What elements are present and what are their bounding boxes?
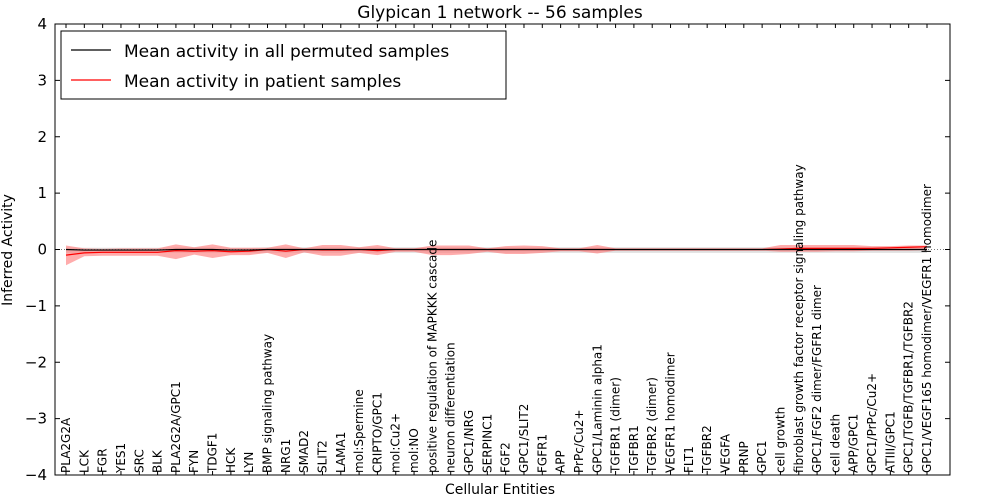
x-tick-label: neuron differentiation [444, 342, 458, 473]
y-tick-label: −1 [25, 297, 47, 315]
y-tick-label: −3 [25, 410, 47, 428]
series-lines [65, 246, 928, 256]
x-tick-label: PRNP [737, 441, 751, 473]
legend-label-patient: Mean activity in patient samples [124, 72, 401, 92]
x-tick-label: TGFBR2 (dimer) [645, 377, 659, 474]
x-tick-label: YES1 [114, 443, 128, 474]
x-axis-ticks: PLA2G2A LCK FGR YES1 SRC BLK PLA2G2A/GPC1 FYN TD… [59, 24, 934, 475]
x-tick-label: SERPINC1 [480, 414, 494, 473]
x-tick-label: GPC1/VEGF165 homodimer/VEGFR1 homodimer [920, 184, 934, 473]
x-tick-label: GPC1 [755, 440, 769, 473]
chart-title: Glypican 1 network -- 56 samples [357, 3, 643, 23]
x-tick-label: SRC [132, 449, 146, 473]
y-axis-ticks: −4 −3 −2 −1 0 1 2 3 4 [25, 15, 950, 484]
x-tick-label: CRIPTO/GPC1 [370, 392, 384, 473]
x-tick-label: mol:Spermine [352, 389, 366, 473]
x-tick-label: PrPc/Cu2+ [572, 409, 586, 473]
y-tick-label: 3 [37, 71, 47, 89]
legend: Mean activity in all permuted samples Me… [60, 30, 507, 100]
y-tick-label: 2 [37, 128, 47, 146]
x-tick-label: HCK [224, 447, 238, 473]
x-tick-label: LCK [77, 449, 91, 473]
x-tick-label: TGFBR2 [700, 425, 714, 474]
x-tick-label: VEGFA [718, 433, 732, 473]
x-tick-label: VEGFR1 homodimer [664, 352, 678, 473]
x-axis-label: Cellular Entities [445, 482, 555, 498]
x-tick-label: FGR [96, 448, 110, 473]
y-tick-label: 1 [37, 184, 47, 202]
x-tick-label: GPC1/FGF2 dimer/FGFR1 dimer [810, 285, 824, 473]
y-tick-label: −2 [25, 353, 47, 371]
x-tick-label: SMAD2 [297, 430, 311, 473]
x-tick-label: cell death [828, 414, 842, 473]
x-tick-label: SLIT2 [315, 440, 329, 473]
x-tick-label: GPC1/TGFB/TGFBR1/TGFBR2 [902, 301, 916, 473]
line-permuted [65, 248, 927, 251]
x-tick-label: positive regulation of MAPKKK cascade [425, 240, 439, 473]
x-tick-label: TGFBR1 [627, 425, 641, 474]
x-tick-label: FLT1 [682, 446, 696, 473]
y-tick-label: 4 [37, 15, 47, 33]
x-tick-label: GPC1/PrPc/Cu2+ [865, 373, 879, 473]
x-tick-label: mol:NO [407, 428, 421, 473]
x-tick-label: cell growth [773, 407, 787, 473]
x-tick-label: GPC1/NRG [462, 410, 476, 473]
x-tick-label: ATIII/GPC1 [883, 411, 897, 473]
x-tick-label: GPC1/Laminin alpha1 [590, 344, 604, 473]
x-tick-label: LAMA1 [334, 432, 348, 473]
x-tick-label: TDGF1 [206, 433, 220, 474]
x-tick-label: LYN [242, 452, 256, 473]
x-tick-label: TGFBR1 (dimer) [609, 377, 623, 474]
x-tick-label: PLA2G2A/GPC1 [169, 381, 183, 473]
x-tick-label: FYN [187, 450, 201, 473]
x-tick-label: GPC1/SLIT2 [517, 404, 531, 473]
y-axis-label: Inferred Activity [0, 194, 16, 306]
x-tick-label: BMP signaling pathway [261, 334, 275, 473]
x-tick-label: PLA2G2A [59, 417, 73, 473]
x-tick-label: APP [554, 450, 568, 473]
x-tick-label: FGF2 [499, 442, 513, 473]
legend-box [60, 30, 507, 100]
x-tick-label: fibroblast growth factor receptor signal… [792, 164, 806, 473]
x-tick-label: FGFR1 [535, 434, 549, 473]
x-tick-label: mol:Cu2+ [389, 413, 403, 473]
y-tick-label: 0 [37, 241, 47, 259]
x-tick-label: APP/GPC1 [847, 414, 861, 473]
legend-label-permuted: Mean activity in all permuted samples [124, 42, 449, 62]
y-tick-label: −4 [25, 466, 47, 484]
x-tick-label: BLK [151, 449, 165, 473]
x-tick-label: NRG1 [279, 439, 293, 473]
